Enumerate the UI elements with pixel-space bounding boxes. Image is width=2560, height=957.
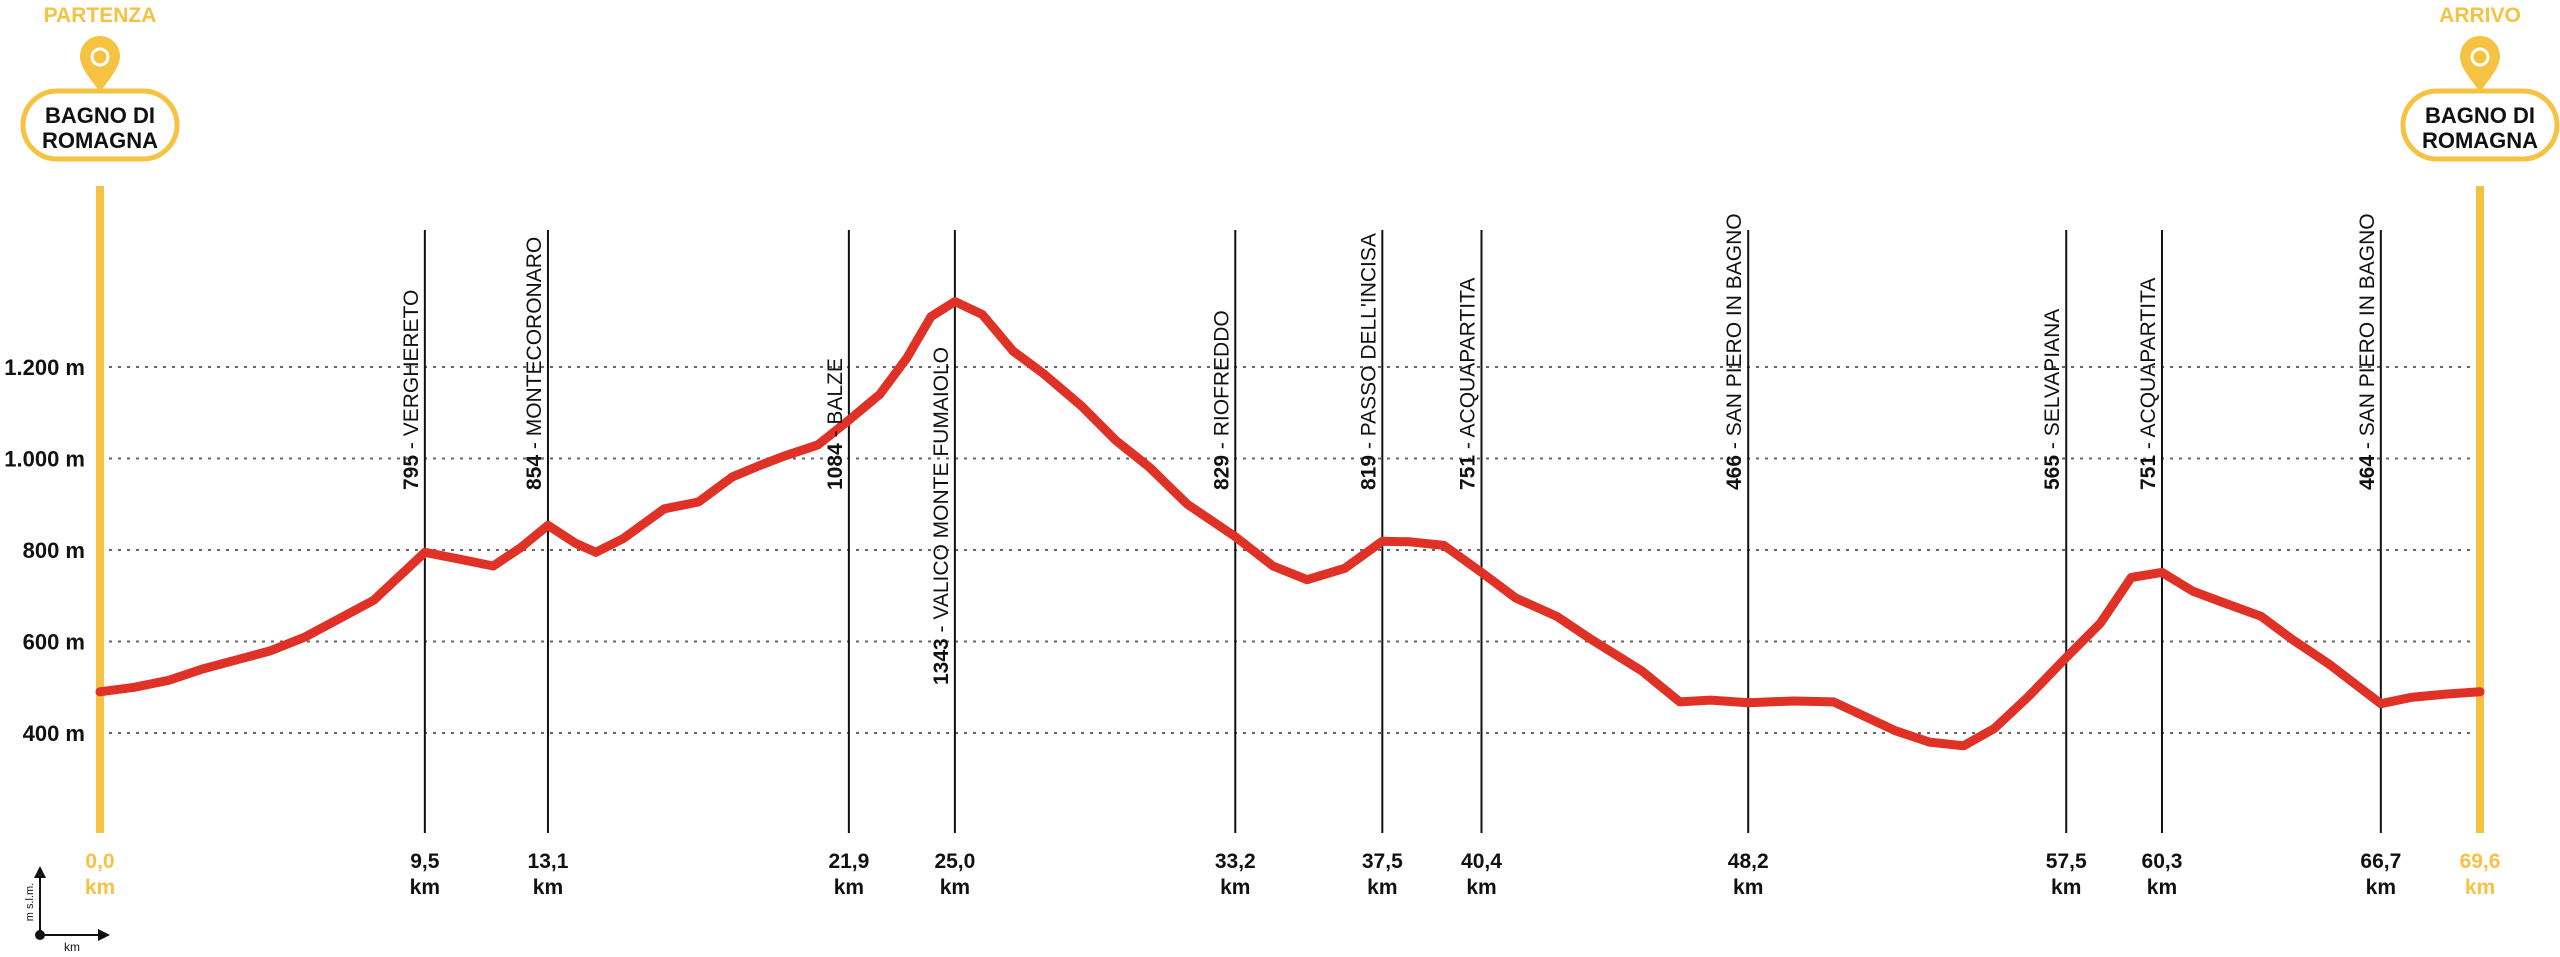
end-label: ARRIVO bbox=[2439, 4, 2521, 27]
waypoint-altitude: 819 bbox=[1357, 455, 1380, 490]
waypoint-label: 829 - RIOFREDDO bbox=[1210, 310, 1233, 490]
km-value: 66,7 bbox=[2360, 850, 2401, 873]
y-tick-label: 600 m bbox=[23, 630, 85, 655]
legend-y-arrow-icon bbox=[34, 866, 46, 878]
waypoint-altitude: 1084 bbox=[824, 443, 847, 490]
start-place-line1: BAGNO DI bbox=[45, 103, 155, 128]
start-pin-icon bbox=[80, 36, 120, 92]
start-place-line2: ROMAGNA bbox=[42, 128, 158, 153]
waypoint-altitude: 751 bbox=[2137, 455, 2160, 490]
waypoint-name: - ACQUAPARTITA bbox=[2137, 278, 2160, 455]
waypoint-name: - RIOFREDDO bbox=[1210, 310, 1233, 455]
y-tick-label: 400 m bbox=[23, 721, 85, 746]
waypoint-layer bbox=[96, 186, 2484, 833]
waypoint-altitude: 565 bbox=[2041, 455, 2064, 490]
waypoint-label: 751 - ACQUAPARTITA bbox=[2137, 278, 2160, 490]
waypoint-label: 751 - ACQUAPARTITA bbox=[1456, 278, 1479, 490]
end-place-line2: ROMAGNA bbox=[2422, 128, 2538, 153]
waypoint-altitude: 751 bbox=[1456, 455, 1479, 490]
waypoint-name: - SAN PIERO IN BAGNO bbox=[2356, 213, 2379, 455]
waypoint-name: - ACQUAPARTITA bbox=[1456, 278, 1479, 455]
km-value: 69,6 bbox=[2460, 850, 2501, 873]
y-tick-label: 800 m bbox=[23, 538, 85, 563]
waypoint-name: - VERGHERETO bbox=[400, 290, 423, 455]
km-unit: km bbox=[85, 876, 115, 899]
start-marker: PARTENZA BAGNO DI ROMAGNA bbox=[20, 4, 180, 162]
waypoint-altitude: 795 bbox=[400, 455, 423, 490]
waypoint-label: 464 - SAN PIERO IN BAGNO bbox=[2356, 213, 2379, 490]
waypoint-label: 565 - SELVAPIANA bbox=[2041, 309, 2064, 490]
waypoint-name: - SELVAPIANA bbox=[2041, 309, 2064, 455]
km-value: 25,0 bbox=[934, 850, 975, 873]
waypoint-altitude: 854 bbox=[523, 455, 546, 490]
waypoint-label: 854 - MONTECORONARO bbox=[523, 237, 546, 490]
waypoint-labels: 795 - VERGHERETO 854 - MONTECORONARO 1084 … bbox=[400, 213, 2379, 685]
km-value: 48,2 bbox=[1728, 850, 1769, 873]
legend-origin-dot bbox=[35, 930, 45, 940]
waypoint-name: - PASSO DELL'INCISA bbox=[1357, 233, 1380, 455]
waypoint-label: 1343 - VALICO MONTE FUMAIOLO bbox=[930, 347, 953, 685]
elevation-profile-line bbox=[95, 297, 2485, 751]
legend-y-unit: m s.l.m. bbox=[24, 883, 36, 922]
end-marker: ARRIVO BAGNO DI ROMAGNA bbox=[2400, 4, 2560, 162]
y-axis-labels: 400 m 600 m 800 m 1.000 m 1.200 m bbox=[4, 355, 85, 746]
end-place-line1: BAGNO DI bbox=[2425, 103, 2535, 128]
km-value: 9,5 bbox=[410, 850, 440, 873]
km-value: 40,4 bbox=[1461, 850, 1502, 873]
start-label: PARTENZA bbox=[44, 4, 157, 27]
km-unit: km bbox=[1733, 876, 1763, 899]
waypoint-name: - MONTECORONARO bbox=[523, 237, 546, 455]
y-tick-label: 1.000 m bbox=[4, 447, 85, 472]
km-value: 60,3 bbox=[2142, 850, 2183, 873]
km-labels: 0,0 km 9,5 km 13,1 km 21,9 km 25,0 km 33,2 km 37,5 km… bbox=[85, 850, 2501, 899]
end-pin-icon bbox=[2460, 36, 2500, 92]
legend-x-arrow-icon bbox=[98, 929, 110, 941]
waypoint-label: 819 - PASSO DELL'INCISA bbox=[1357, 233, 1380, 490]
waypoint-altitude: 829 bbox=[1210, 455, 1233, 490]
km-unit: km bbox=[410, 876, 440, 899]
waypoint-name: - VALICO MONTE FUMAIOLO bbox=[930, 347, 953, 638]
km-unit: km bbox=[2051, 876, 2081, 899]
km-unit: km bbox=[533, 876, 563, 899]
km-unit: km bbox=[834, 876, 864, 899]
grid-layer bbox=[100, 366, 2480, 734]
y-tick-label: 1.200 m bbox=[4, 355, 85, 380]
waypoint-altitude: 1343 bbox=[930, 638, 953, 685]
km-unit: km bbox=[1367, 876, 1397, 899]
km-unit: km bbox=[2366, 876, 2396, 899]
waypoint-altitude: 466 bbox=[1723, 455, 1746, 490]
km-value: 21,9 bbox=[828, 850, 869, 873]
profile-layer bbox=[95, 297, 2485, 751]
km-value: 37,5 bbox=[1362, 850, 1403, 873]
km-value: 57,5 bbox=[2046, 850, 2087, 873]
waypoint-name: - BALZE bbox=[824, 358, 847, 443]
waypoint-label: 795 - VERGHERETO bbox=[400, 290, 423, 490]
waypoint-altitude: 464 bbox=[2356, 455, 2379, 490]
km-unit: km bbox=[2147, 876, 2177, 899]
waypoint-name: - SAN PIERO IN BAGNO bbox=[1723, 213, 1746, 455]
end-place-badge bbox=[2400, 88, 2560, 162]
waypoint-label: 1084 - BALZE bbox=[824, 358, 847, 490]
km-unit: km bbox=[940, 876, 970, 899]
legend-x-unit: km bbox=[64, 940, 80, 952]
start-place-badge bbox=[20, 88, 180, 162]
km-value: 13,1 bbox=[528, 850, 569, 873]
km-value: 0,0 bbox=[85, 850, 114, 873]
km-unit: km bbox=[1220, 876, 1250, 899]
waypoint-label: 466 - SAN PIERO IN BAGNO bbox=[1723, 213, 1746, 490]
km-unit: km bbox=[1466, 876, 1496, 899]
km-value: 33,2 bbox=[1215, 850, 1256, 873]
axes-legend: m s.l.m. km bbox=[24, 866, 110, 954]
km-unit: km bbox=[2465, 876, 2495, 899]
